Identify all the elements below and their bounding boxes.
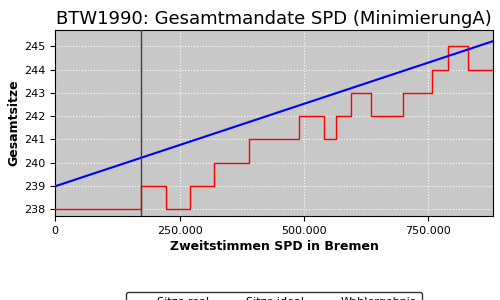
Title: BTW1990: Gesamtmandate SPD (MinimierungA): BTW1990: Gesamtmandate SPD (MinimierungA… xyxy=(56,11,492,28)
X-axis label: Zweitstimmen SPD in Bremen: Zweitstimmen SPD in Bremen xyxy=(170,240,378,253)
Legend: Sitze real, Sitze ideal, Wahlergebnis: Sitze real, Sitze ideal, Wahlergebnis xyxy=(126,292,422,300)
Y-axis label: Gesamtsitze: Gesamtsitze xyxy=(7,80,20,166)
